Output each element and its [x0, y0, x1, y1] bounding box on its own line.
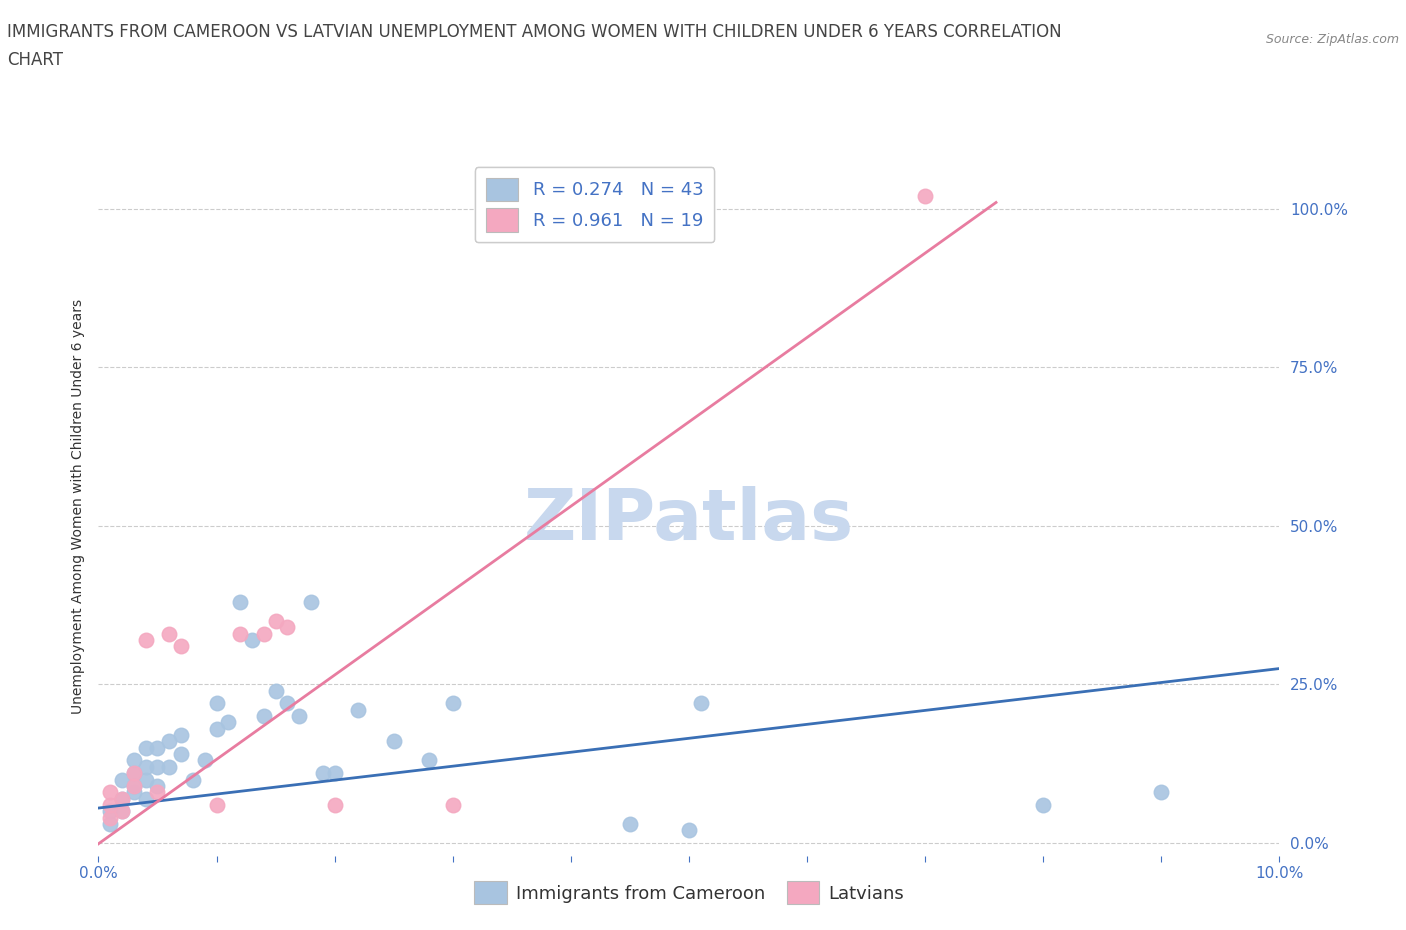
- Point: [146, 785, 169, 800]
- Point: [240, 632, 263, 647]
- Point: [441, 797, 464, 812]
- Point: [205, 696, 228, 711]
- Point: [111, 804, 134, 818]
- Point: [98, 804, 121, 818]
- Point: [678, 823, 700, 838]
- Point: [122, 753, 145, 768]
- Point: [347, 702, 370, 717]
- Point: [288, 709, 311, 724]
- Point: [135, 791, 157, 806]
- Point: [205, 797, 228, 812]
- Point: [98, 817, 121, 831]
- Point: [122, 778, 145, 793]
- Point: [157, 760, 180, 775]
- Point: [146, 778, 169, 793]
- Point: [98, 785, 121, 800]
- Text: IMMIGRANTS FROM CAMEROON VS LATVIAN UNEMPLOYMENT AMONG WOMEN WITH CHILDREN UNDER: IMMIGRANTS FROM CAMEROON VS LATVIAN UNEM…: [7, 23, 1062, 41]
- Text: ZIPatlas: ZIPatlas: [524, 486, 853, 555]
- Point: [229, 594, 252, 609]
- Point: [170, 639, 193, 654]
- Point: [264, 684, 287, 698]
- Point: [323, 797, 346, 812]
- Legend: Immigrants from Cameroon, Latvians: Immigrants from Cameroon, Latvians: [467, 874, 911, 911]
- Point: [382, 734, 405, 749]
- Point: [122, 765, 145, 780]
- Point: [157, 626, 180, 641]
- Point: [122, 785, 145, 800]
- Point: [619, 817, 641, 831]
- Point: [146, 740, 169, 755]
- Point: [111, 804, 134, 818]
- Point: [689, 696, 711, 711]
- Point: [135, 760, 157, 775]
- Point: [157, 734, 180, 749]
- Text: Source: ZipAtlas.com: Source: ZipAtlas.com: [1265, 33, 1399, 46]
- Point: [441, 696, 464, 711]
- Point: [312, 765, 335, 780]
- Point: [1150, 785, 1173, 800]
- Point: [253, 709, 276, 724]
- Point: [914, 189, 936, 204]
- Point: [276, 620, 298, 635]
- Point: [135, 772, 157, 787]
- Point: [135, 740, 157, 755]
- Point: [122, 778, 145, 793]
- Point: [98, 810, 121, 825]
- Point: [1032, 797, 1054, 812]
- Point: [111, 791, 134, 806]
- Point: [122, 765, 145, 780]
- Point: [181, 772, 204, 787]
- Point: [170, 727, 193, 742]
- Text: CHART: CHART: [7, 51, 63, 69]
- Point: [217, 715, 239, 730]
- Point: [276, 696, 298, 711]
- Point: [229, 626, 252, 641]
- Point: [253, 626, 276, 641]
- Point: [264, 614, 287, 629]
- Point: [111, 791, 134, 806]
- Point: [299, 594, 322, 609]
- Point: [146, 760, 169, 775]
- Point: [194, 753, 217, 768]
- Point: [111, 772, 134, 787]
- Y-axis label: Unemployment Among Women with Children Under 6 years: Unemployment Among Women with Children U…: [72, 299, 86, 714]
- Point: [418, 753, 440, 768]
- Point: [205, 722, 228, 737]
- Point: [98, 797, 121, 812]
- Point: [135, 632, 157, 647]
- Legend: R = 0.274   N = 43, R = 0.961   N = 19: R = 0.274 N = 43, R = 0.961 N = 19: [475, 167, 714, 243]
- Point: [323, 765, 346, 780]
- Point: [170, 747, 193, 762]
